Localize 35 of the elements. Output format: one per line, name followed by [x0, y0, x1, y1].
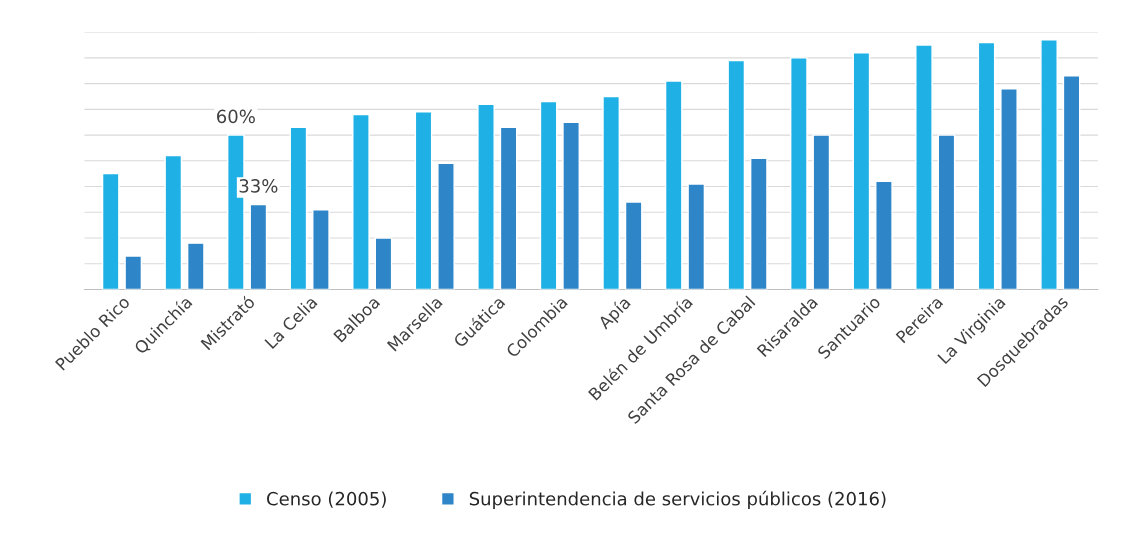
- bar: [687, 183, 706, 290]
- bar: [749, 157, 768, 290]
- bar: [875, 180, 893, 290]
- bar: [499, 126, 518, 290]
- bar: [414, 111, 433, 290]
- bar: [602, 95, 620, 290]
- bar: [852, 52, 871, 290]
- bar: [101, 172, 120, 290]
- bar: [539, 100, 558, 290]
- bar: [1062, 75, 1081, 290]
- bar: [937, 134, 956, 290]
- bar: [812, 134, 831, 290]
- legend-label: Censo (2005): [267, 491, 386, 508]
- bar: [352, 113, 370, 290]
- bar: [1040, 39, 1058, 290]
- bar: [977, 41, 996, 290]
- bar: [249, 203, 268, 290]
- bar: [289, 126, 308, 290]
- bar: [562, 121, 580, 290]
- bar: [186, 242, 205, 290]
- bar: [312, 208, 330, 290]
- bar: [164, 154, 183, 290]
- data-label: 60%: [217, 109, 255, 124]
- bar: [664, 80, 683, 290]
- bar: [1000, 88, 1018, 290]
- legend-label: Superintendencia de servicios públicos (2016): [469, 490, 886, 510]
- bar: [624, 201, 643, 290]
- bar: [727, 59, 746, 290]
- bar: [915, 44, 933, 290]
- bar: [374, 237, 393, 290]
- bar: [124, 255, 143, 290]
- bar: [437, 162, 455, 290]
- data-label: 33%: [239, 179, 278, 193]
- bar: [790, 57, 808, 290]
- bar: [477, 103, 495, 290]
